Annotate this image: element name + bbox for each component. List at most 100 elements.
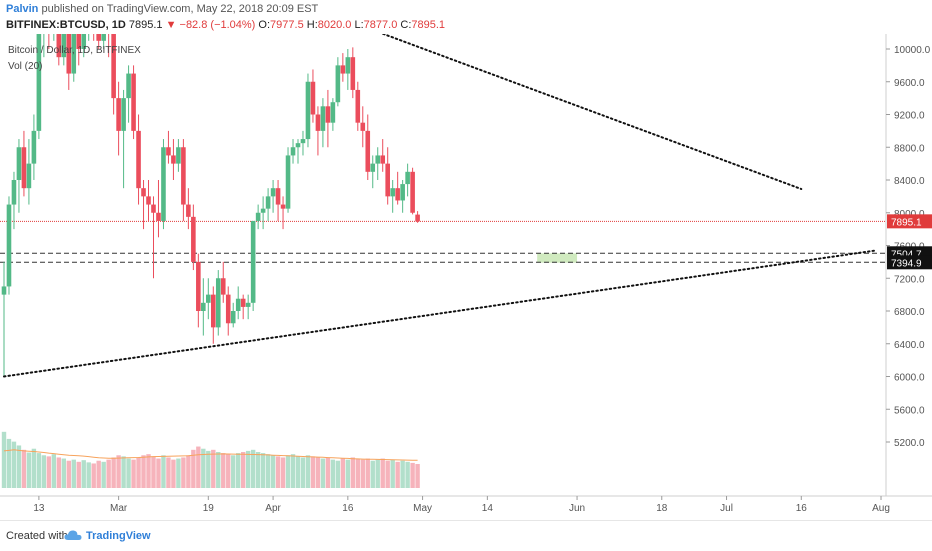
volume-bar xyxy=(101,461,106,488)
time-tick-label: May xyxy=(413,503,432,514)
candle-body xyxy=(265,196,271,209)
candle-body xyxy=(330,102,336,123)
author-name[interactable]: Palvin xyxy=(6,3,39,15)
candle-body xyxy=(295,143,301,148)
target-zone xyxy=(537,253,578,263)
price-tick-label: 6800.0 xyxy=(894,307,925,318)
volume-bar xyxy=(11,441,17,488)
candle-body xyxy=(61,34,67,58)
volume-bar xyxy=(345,459,351,488)
candle-body xyxy=(315,114,321,131)
candle-body xyxy=(380,155,386,164)
volume-bar xyxy=(410,462,415,488)
volume-bar xyxy=(305,455,311,488)
published-text: published on TradingView.com, May 22, 20… xyxy=(41,3,319,15)
candle-body xyxy=(325,106,331,123)
time-tick-label: Apr xyxy=(265,503,281,514)
volume-bar xyxy=(116,455,121,488)
tradingview-cloud-icon[interactable] xyxy=(64,529,82,541)
time-tick-label: Jul xyxy=(720,503,733,514)
candle-body xyxy=(275,188,281,205)
candle-body xyxy=(220,278,226,295)
volume-bar xyxy=(31,448,37,488)
volume-bar xyxy=(226,454,231,488)
chart-area[interactable]: 5200.05600.06000.06400.06800.07200.07600… xyxy=(0,34,932,520)
volume-bar xyxy=(141,455,146,488)
price-tick-label: 8800.0 xyxy=(894,143,925,154)
volume-bar xyxy=(161,455,166,488)
close-value: 7895.1 xyxy=(411,19,446,31)
volume-bar xyxy=(330,459,336,488)
created-with-text: Created with xyxy=(6,530,68,542)
volume-bar xyxy=(355,458,360,488)
volume-bar xyxy=(146,454,151,488)
volume-bar xyxy=(71,459,76,488)
high-value: 8020.0 xyxy=(317,19,352,31)
volume-bar xyxy=(36,453,42,488)
trend-line[interactable] xyxy=(358,34,803,191)
candle-body xyxy=(131,73,136,131)
price-tick-label: 6400.0 xyxy=(894,340,925,351)
volume-bar xyxy=(255,452,261,488)
down-arrow-icon: ▼ xyxy=(165,19,177,31)
volume-bar xyxy=(236,453,241,488)
volume-bar xyxy=(275,456,281,488)
time-tick-label: 13 xyxy=(33,503,45,514)
time-tick-label: Jun xyxy=(569,503,585,514)
volume-bar xyxy=(46,456,52,488)
candle-body xyxy=(156,212,161,221)
volume-bar xyxy=(340,458,346,488)
price-chart[interactable]: 5200.05600.06000.06400.06800.07200.07600… xyxy=(0,34,932,520)
tradingview-brand-link[interactable]: TradingView xyxy=(86,530,151,542)
candle-body xyxy=(151,204,156,213)
volume-bar xyxy=(415,464,420,488)
candle-body xyxy=(36,34,42,131)
volume-indicator-label: Vol (20) xyxy=(8,61,42,72)
price-tick-label: 10000.0 xyxy=(894,45,931,56)
candle-body xyxy=(11,180,17,205)
volume-bar xyxy=(280,457,286,488)
volume-bar xyxy=(295,456,301,488)
volume-bar xyxy=(240,452,246,488)
volume-bar xyxy=(335,460,341,488)
time-tick-label: Mar xyxy=(110,503,128,514)
volume-bar xyxy=(206,450,211,488)
volume-bar xyxy=(360,459,365,488)
candle-body xyxy=(121,98,126,131)
volume-bar xyxy=(176,458,181,488)
trend-line[interactable] xyxy=(3,249,878,378)
symbol-label: BITFINEX:BTCUSD, 1D xyxy=(6,19,126,31)
candle-body xyxy=(405,171,410,185)
candle-body xyxy=(365,130,371,172)
volume-bar xyxy=(400,460,405,488)
candle-body xyxy=(320,106,326,131)
volume-bar xyxy=(41,455,47,488)
volume-bar xyxy=(250,449,256,488)
volume-bar xyxy=(201,448,206,488)
candle-body xyxy=(16,147,22,180)
level-label: 7504.7 xyxy=(891,249,922,260)
ohlc-summary: BITFINEX:BTCUSD, 1D 7895.1 ▼ −82.8 (−1.0… xyxy=(6,19,445,31)
open-label: O: xyxy=(258,19,271,31)
close-label: C: xyxy=(400,19,412,31)
volume-bar xyxy=(16,445,22,488)
candle-body xyxy=(76,34,82,49)
volume-bar xyxy=(385,460,390,488)
volume-bar xyxy=(211,449,216,488)
candle-body xyxy=(375,155,381,164)
price-tick-label: 9600.0 xyxy=(894,78,925,89)
candle-body xyxy=(255,212,261,221)
volume-bar xyxy=(390,459,395,488)
candle-body xyxy=(66,34,72,74)
time-tick-label: 16 xyxy=(342,503,354,514)
price-tick-label: 8400.0 xyxy=(894,176,925,187)
chart-header: Palvin published on TradingView.com, May… xyxy=(0,0,932,34)
volume-bar xyxy=(300,457,306,488)
publish-info: Palvin published on TradingView.com, May… xyxy=(6,3,318,15)
candle-body xyxy=(285,155,291,209)
volume-bar xyxy=(245,450,251,488)
candle-body xyxy=(250,220,256,303)
volume-bar xyxy=(91,463,96,488)
volume-bar xyxy=(126,458,131,488)
candle-body xyxy=(370,163,376,172)
